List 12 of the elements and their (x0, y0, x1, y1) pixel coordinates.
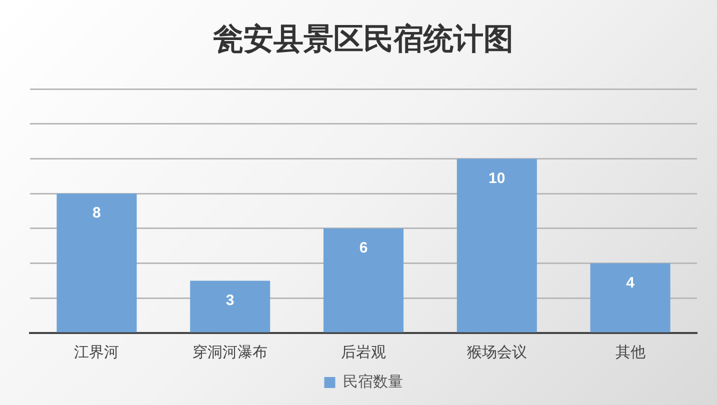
x-tick-label: 江界河 (74, 342, 120, 361)
x-tick-label: 后岩观 (341, 342, 386, 361)
data-label: 8 (92, 204, 101, 222)
x-tick-label: 穿洞河瀑布 (192, 342, 268, 361)
data-label: 10 (488, 170, 506, 187)
x-tick-label: 其他 (615, 342, 646, 361)
data-label: 3 (226, 292, 234, 309)
x-tick-label: 猴场会议 (466, 342, 527, 361)
legend-label: 民宿数量 (342, 372, 403, 390)
data-label: 6 (359, 240, 368, 257)
chart-title: 瓮安县景区民宿统计图 (212, 22, 514, 57)
data-label: 4 (626, 274, 636, 292)
